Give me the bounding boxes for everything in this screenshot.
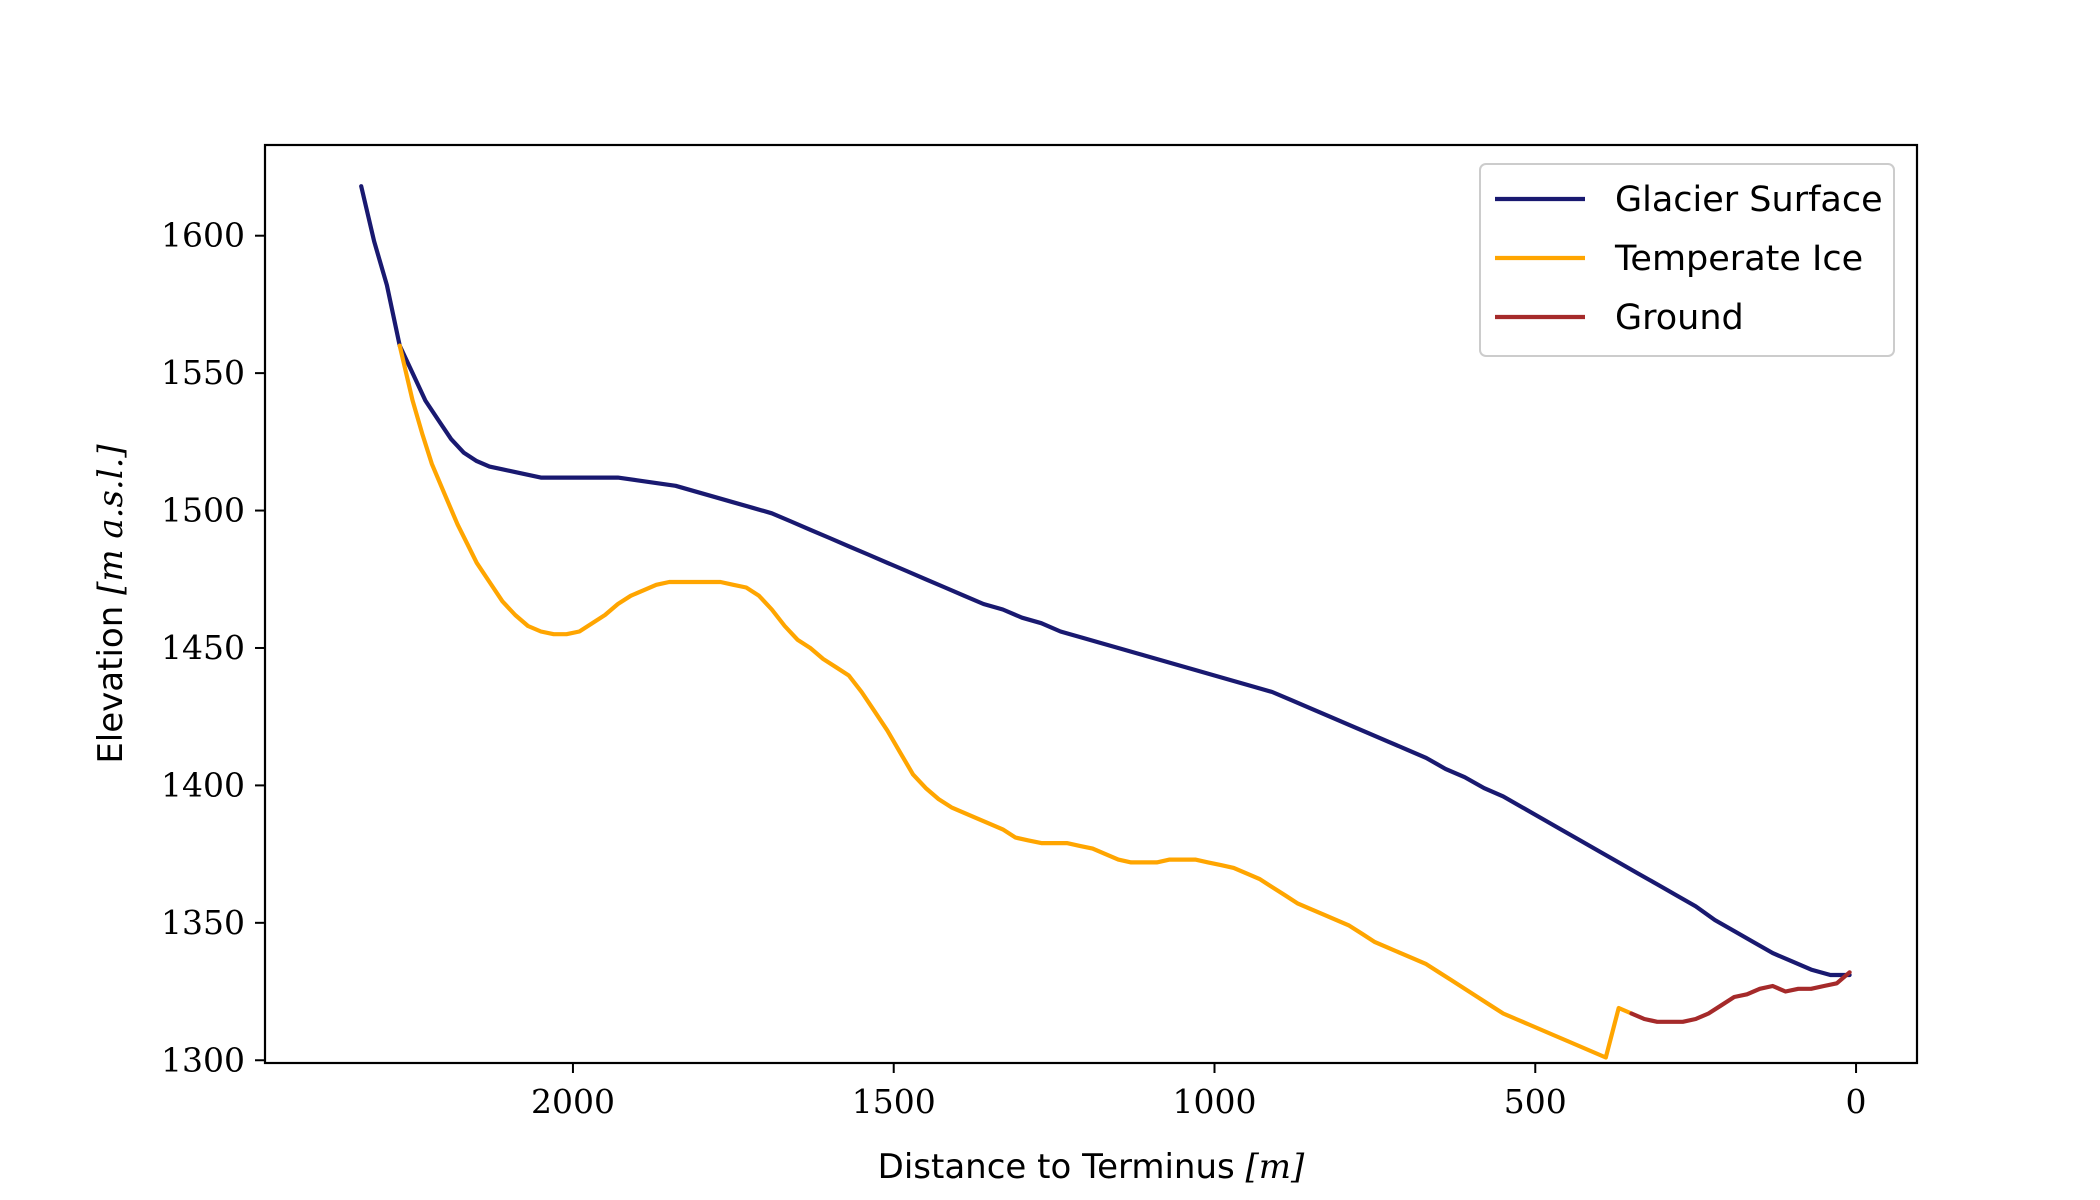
series-line-temperate-ice	[397, 343, 1634, 1060]
legend: Glacier Surface Temperate Ice Ground	[1479, 163, 1895, 357]
x-tick-label: 2000	[531, 1082, 615, 1121]
legend-label: Temperate Ice	[1614, 239, 1863, 279]
legend-label: Ground	[1615, 298, 1744, 338]
legend-item: Glacier Surface	[1495, 180, 1883, 220]
y-tick-label: 1500	[161, 491, 245, 530]
y-tick-label: 1550	[161, 353, 245, 392]
axis-ticks: 2000 1500 1000 500 0 1300 1350 1400 1450 1500 1550…	[161, 216, 1867, 1121]
x-tick-label: 1500	[852, 1082, 936, 1121]
x-tick-label: 0	[1846, 1082, 1867, 1121]
x-tick-label: 1000	[1173, 1082, 1257, 1121]
legend-box	[1479, 163, 1895, 357]
series-line-glacier-surface	[359, 184, 1852, 978]
x-axis-label: Distance to Terminus [m]	[878, 1147, 1305, 1187]
y-tick-label: 1350	[161, 903, 245, 942]
y-tick-label: 1450	[161, 628, 245, 667]
legend-item: Ground	[1495, 298, 1744, 338]
y-tick-label: 1300	[161, 1040, 245, 1079]
legend-label: Glacier Surface	[1615, 180, 1883, 220]
y-tick-label: 1400	[161, 765, 245, 804]
plot-area	[359, 184, 1852, 1060]
series-line-ground	[1629, 970, 1852, 1024]
plot-frame	[263, 143, 1919, 1065]
y-axis-label: Elevation [m a.s.l.]	[91, 444, 131, 764]
y-tick-label: 1600	[161, 216, 245, 255]
x-tick-label: 500	[1504, 1082, 1567, 1121]
legend-item: Temperate Ice	[1495, 239, 1863, 279]
